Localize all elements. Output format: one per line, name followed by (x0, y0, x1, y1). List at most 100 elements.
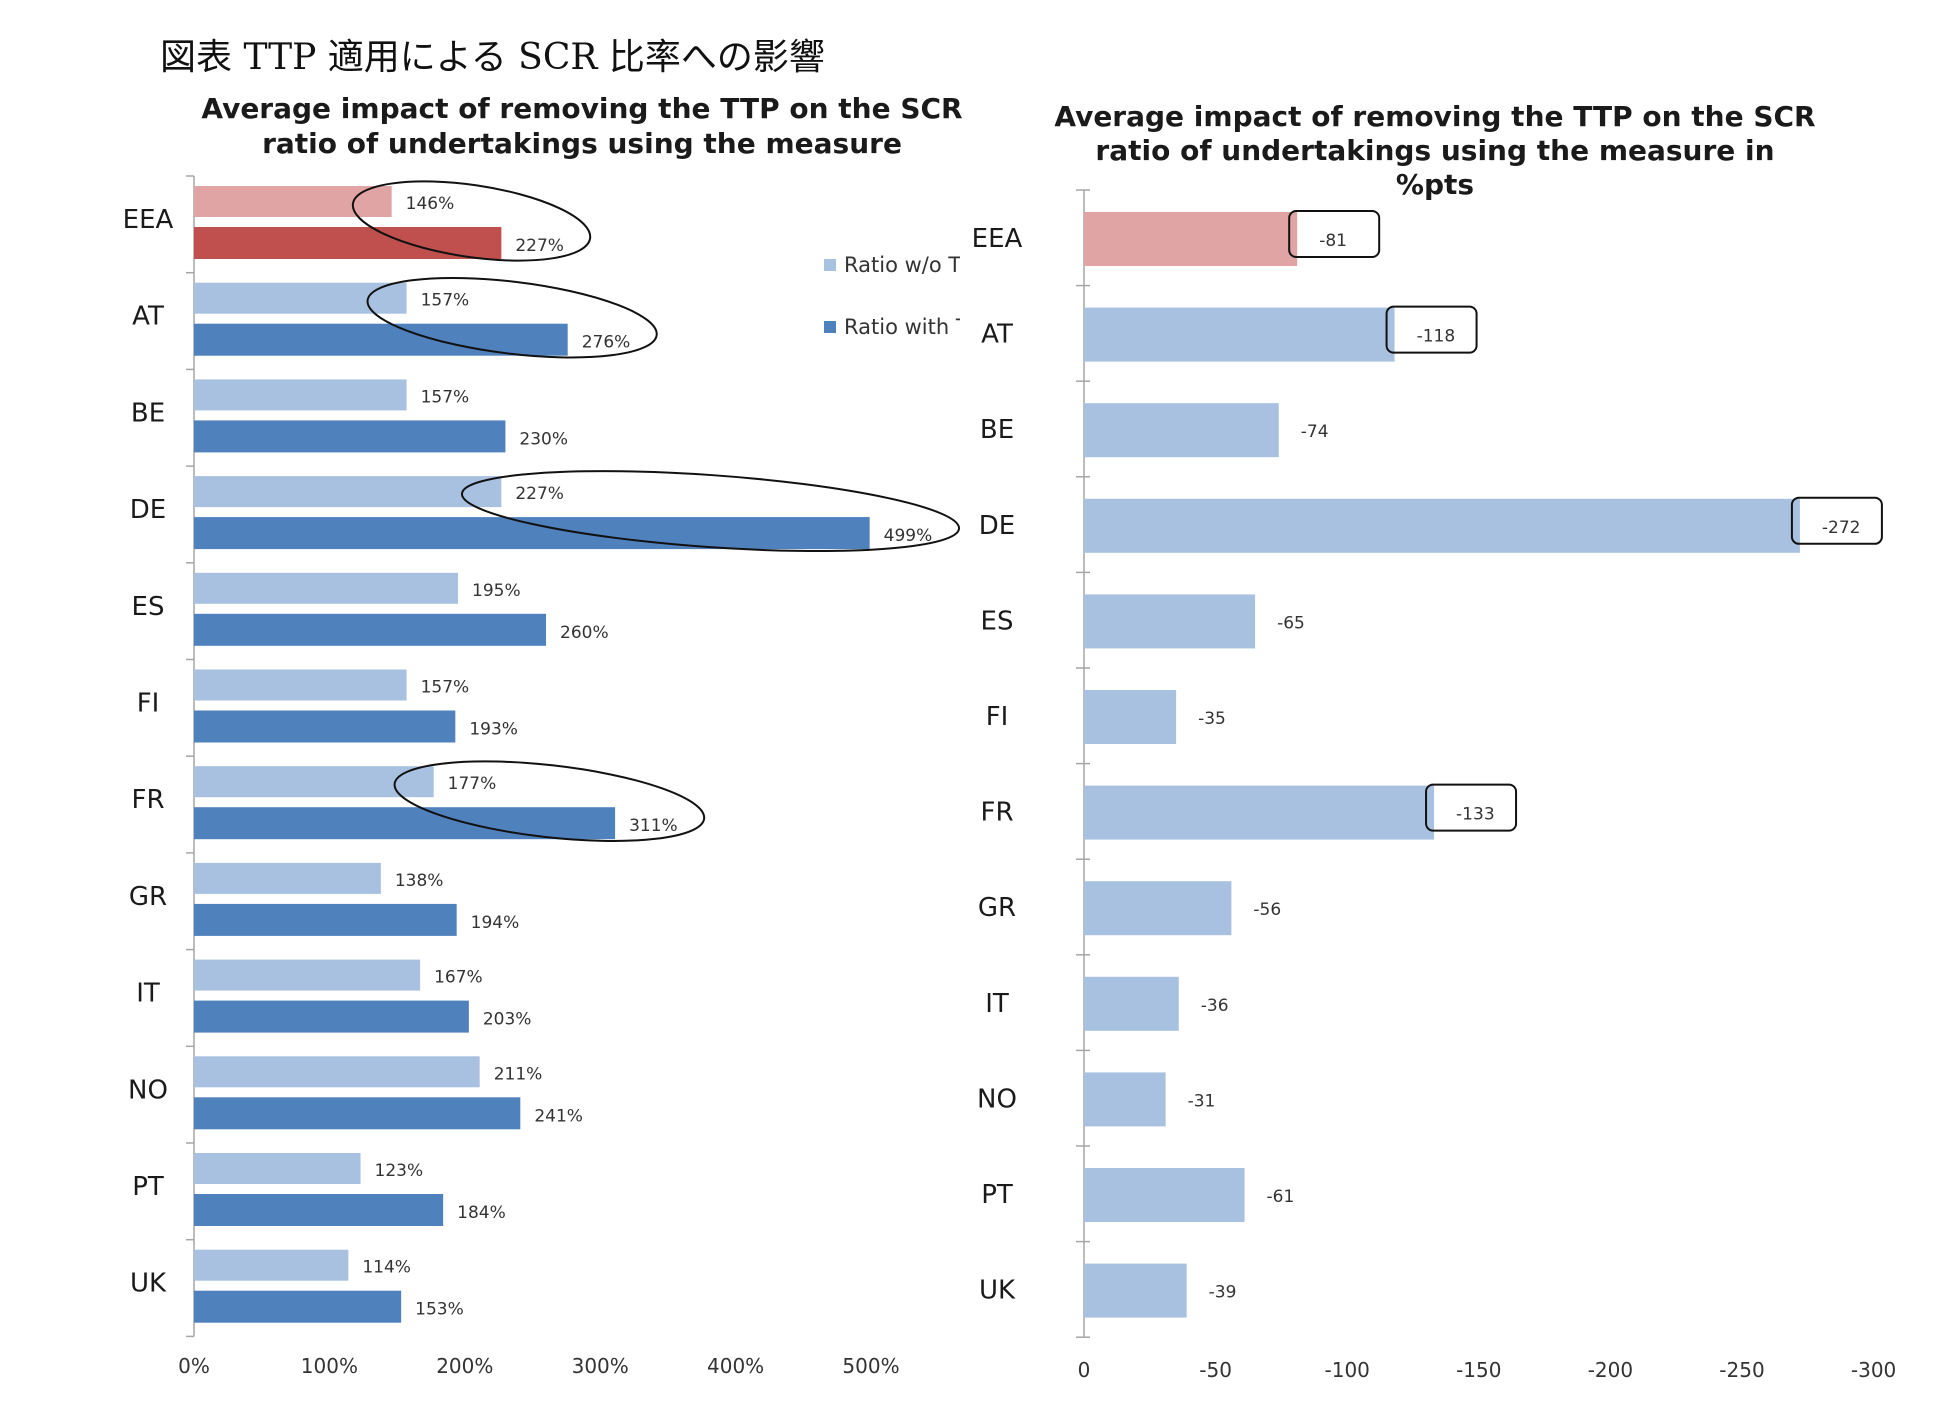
right-box-annotation (1385, 305, 1478, 354)
right-category-label: GR (978, 893, 1016, 923)
right-category-label: BE (980, 415, 1014, 445)
left-bar-without (194, 379, 407, 411)
left-bar-without-label: 138% (395, 871, 444, 891)
left-x-tick-label: 500% (842, 1354, 899, 1378)
left-category-label: UK (130, 1269, 167, 1299)
left-bar-without (194, 186, 392, 217)
right-chart-title-line: Average impact of removing the TTP on th… (1054, 100, 1815, 133)
left-bar-with-label: 241% (534, 1106, 583, 1126)
left-category-label: AT (132, 302, 164, 332)
left-bar-without (194, 476, 502, 508)
left-chart: Average impact of removing the TTP on th… (123, 92, 969, 1378)
right-bar-label: -118 (1417, 327, 1456, 347)
left-category-label: FR (131, 785, 164, 815)
right-bar-label: -74 (1301, 422, 1329, 442)
left-bar-with-label: 260% (560, 623, 609, 643)
left-bar-without (194, 766, 434, 798)
right-bar (1084, 1263, 1187, 1318)
right-category-label: EEA (972, 224, 1023, 254)
left-bar-without-label: 167% (434, 968, 483, 988)
right-x-tick-label: -100 (1325, 1358, 1370, 1382)
left-bar-with-label: 276% (582, 333, 631, 353)
left-bar-with-label: 193% (469, 720, 518, 740)
right-box-annotation (1288, 210, 1381, 258)
page-title: 図表 TTP 適用による SCR 比率への影響 (160, 37, 825, 78)
right-x-tick-label: 0 (1078, 1358, 1091, 1382)
left-bar-without-label: 211% (494, 1064, 543, 1084)
right-bar-label: -56 (1253, 900, 1281, 920)
left-bar-with (194, 613, 547, 646)
right-bar-label: -133 (1456, 805, 1495, 825)
right-bar (1084, 594, 1256, 649)
left-category-label: EEA (123, 205, 174, 235)
left-bar-without (194, 959, 421, 991)
legend-swatch (824, 321, 836, 333)
right-bar (1084, 1072, 1166, 1127)
left-x-tick-label: 0% (178, 1354, 210, 1378)
left-category-label: PT (132, 1172, 164, 1202)
left-bar-without-label: 157% (421, 678, 470, 698)
right-bar (1084, 976, 1179, 1031)
right-bar-label: -61 (1267, 1187, 1295, 1207)
right-bar-label: -81 (1319, 231, 1347, 251)
right-bar (1084, 307, 1395, 362)
left-bar-without (194, 282, 407, 314)
left-chart-title-line: Average impact of removing the TTP on th… (201, 92, 962, 125)
right-category-label: AT (981, 320, 1013, 350)
left-bar-with (194, 1194, 444, 1226)
right-chart-title-line: ratio of undertakings using the measure … (1095, 134, 1774, 167)
left-category-label: NO (128, 1075, 168, 1105)
right-bar (1084, 785, 1435, 840)
right-bar-label: -35 (1198, 709, 1226, 729)
right-bar (1084, 690, 1177, 744)
legend-swatch (824, 259, 836, 271)
right-bar (1084, 212, 1298, 266)
legend-label: Ratio with T (844, 315, 969, 339)
left-bar-with-label: 499% (884, 526, 933, 546)
right-x-tick-label: -150 (1456, 1358, 1501, 1382)
left-category-label: ES (132, 592, 165, 622)
right-category-label: FR (980, 798, 1013, 828)
right-bar-label: -272 (1822, 518, 1861, 538)
right-category-label: IT (985, 989, 1009, 1019)
left-bar-without-label: 146% (406, 194, 455, 214)
right-category-label: FI (986, 702, 1009, 732)
left-bar-with (194, 1000, 469, 1033)
left-bar-without-label: 177% (448, 774, 497, 794)
left-circle-annotation (393, 760, 706, 842)
left-bar-with (194, 517, 870, 550)
left-x-tick-label: 200% (436, 1354, 493, 1378)
left-bar-without-label: 157% (421, 291, 470, 311)
left-bar-with (194, 1290, 402, 1323)
left-bar-without-label: 114% (362, 1258, 411, 1278)
left-bar-with-label: 153% (415, 1300, 464, 1320)
left-category-label: GR (129, 882, 167, 912)
right-bar-label: -36 (1201, 996, 1229, 1016)
left-bar-with (194, 710, 456, 743)
left-bar-with (194, 903, 457, 936)
right-category-label: UK (979, 1276, 1016, 1306)
left-bar-with-label: 230% (519, 429, 568, 449)
right-bar-label: -39 (1209, 1283, 1237, 1303)
right-chart: Average impact of removing the TTP on th… (972, 100, 1897, 1382)
left-bar-without (194, 1056, 480, 1088)
left-bar-without (194, 1153, 361, 1184)
left-x-tick-label: 300% (572, 1354, 629, 1378)
right-x-tick-label: -300 (1851, 1358, 1896, 1382)
left-circle-annotation (366, 276, 658, 359)
left-bar-with-label: 194% (471, 913, 520, 933)
left-bar-with-label: 311% (629, 816, 678, 836)
left-bar-with (194, 807, 616, 840)
left-category-label: IT (136, 979, 160, 1009)
left-bar-with (194, 323, 568, 356)
right-x-tick-label: -200 (1588, 1358, 1633, 1382)
right-box-annotation (1790, 496, 1883, 545)
left-circle-annotation (460, 470, 961, 553)
right-chart-title-line: %pts (1396, 168, 1474, 201)
right-bar-label: -65 (1277, 613, 1305, 633)
left-chart-title-line: ratio of undertakings using the measure (262, 127, 902, 160)
right-category-label: DE (979, 511, 1015, 541)
left-bar-with (194, 420, 506, 453)
right-box-annotation (1425, 783, 1518, 832)
